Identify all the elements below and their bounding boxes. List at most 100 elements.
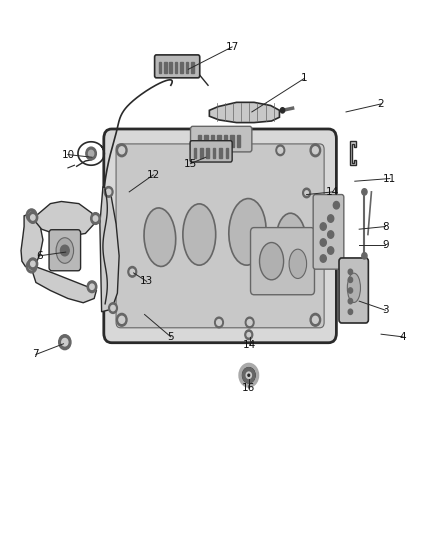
- Circle shape: [117, 144, 127, 157]
- Circle shape: [328, 231, 334, 238]
- Circle shape: [91, 213, 100, 224]
- Circle shape: [247, 320, 252, 325]
- Circle shape: [280, 108, 285, 113]
- Circle shape: [312, 147, 318, 154]
- Circle shape: [28, 258, 38, 270]
- Circle shape: [362, 189, 367, 195]
- Circle shape: [119, 147, 125, 154]
- Bar: [230, 135, 234, 147]
- Circle shape: [362, 253, 367, 259]
- Circle shape: [31, 261, 35, 266]
- Ellipse shape: [144, 208, 176, 266]
- FancyBboxPatch shape: [49, 230, 81, 271]
- Text: 6: 6: [36, 251, 43, 261]
- Circle shape: [111, 305, 115, 311]
- Text: 11: 11: [383, 174, 396, 183]
- Circle shape: [320, 223, 326, 230]
- Polygon shape: [21, 213, 43, 268]
- Text: 7: 7: [32, 350, 39, 359]
- Circle shape: [320, 255, 326, 262]
- Circle shape: [333, 201, 339, 209]
- Circle shape: [348, 288, 353, 293]
- Bar: [180, 62, 183, 73]
- Bar: [198, 135, 201, 147]
- Circle shape: [90, 284, 94, 289]
- Circle shape: [31, 215, 35, 220]
- FancyBboxPatch shape: [155, 55, 200, 78]
- Bar: [170, 62, 172, 73]
- Bar: [204, 135, 208, 147]
- Ellipse shape: [347, 273, 360, 303]
- Text: 3: 3: [382, 305, 389, 315]
- Text: 14: 14: [326, 187, 339, 197]
- Polygon shape: [350, 141, 356, 165]
- Bar: [159, 62, 161, 73]
- Circle shape: [243, 368, 255, 383]
- Circle shape: [248, 374, 250, 376]
- Circle shape: [348, 309, 353, 314]
- FancyBboxPatch shape: [191, 126, 252, 152]
- Ellipse shape: [289, 249, 307, 278]
- Circle shape: [60, 245, 69, 256]
- Text: 1: 1: [301, 74, 308, 83]
- Bar: [200, 148, 203, 158]
- Ellipse shape: [56, 238, 74, 263]
- Circle shape: [276, 145, 285, 156]
- FancyBboxPatch shape: [339, 258, 368, 323]
- Ellipse shape: [259, 243, 284, 280]
- Circle shape: [128, 266, 137, 277]
- Circle shape: [29, 212, 34, 219]
- FancyBboxPatch shape: [251, 228, 314, 295]
- Circle shape: [109, 303, 117, 313]
- Bar: [164, 62, 166, 73]
- Circle shape: [26, 209, 37, 222]
- Polygon shape: [33, 266, 96, 303]
- Circle shape: [62, 338, 68, 346]
- Circle shape: [305, 191, 308, 195]
- Text: 15: 15: [184, 159, 197, 168]
- Circle shape: [130, 269, 134, 274]
- FancyBboxPatch shape: [313, 195, 344, 269]
- Circle shape: [348, 269, 353, 274]
- Text: 16: 16: [242, 383, 255, 393]
- Circle shape: [26, 260, 37, 273]
- Circle shape: [215, 317, 223, 328]
- Circle shape: [29, 263, 34, 270]
- Circle shape: [328, 247, 334, 254]
- Circle shape: [245, 317, 254, 328]
- Text: 2: 2: [378, 99, 385, 109]
- Circle shape: [247, 333, 251, 337]
- Circle shape: [93, 216, 98, 221]
- Polygon shape: [33, 201, 94, 236]
- Circle shape: [310, 313, 321, 326]
- Circle shape: [216, 320, 221, 325]
- Bar: [194, 148, 196, 158]
- Bar: [191, 62, 194, 73]
- Bar: [219, 148, 222, 158]
- Text: 4: 4: [399, 332, 406, 342]
- Circle shape: [117, 313, 127, 326]
- Circle shape: [348, 277, 353, 282]
- Bar: [237, 135, 240, 147]
- Circle shape: [59, 335, 71, 350]
- Ellipse shape: [243, 368, 255, 383]
- FancyBboxPatch shape: [104, 129, 336, 343]
- Ellipse shape: [229, 199, 266, 265]
- Text: 14: 14: [243, 340, 256, 350]
- Text: 9: 9: [382, 240, 389, 250]
- Polygon shape: [100, 187, 119, 312]
- Circle shape: [88, 150, 94, 157]
- Ellipse shape: [183, 204, 216, 265]
- Text: 10: 10: [61, 150, 74, 159]
- Circle shape: [245, 330, 253, 340]
- Bar: [186, 62, 188, 73]
- Circle shape: [312, 316, 318, 324]
- Text: 13: 13: [140, 277, 153, 286]
- Circle shape: [28, 212, 38, 223]
- Circle shape: [303, 188, 311, 198]
- FancyBboxPatch shape: [190, 141, 232, 162]
- Bar: [213, 148, 215, 158]
- Circle shape: [246, 372, 251, 378]
- FancyBboxPatch shape: [116, 144, 324, 328]
- Circle shape: [119, 316, 125, 324]
